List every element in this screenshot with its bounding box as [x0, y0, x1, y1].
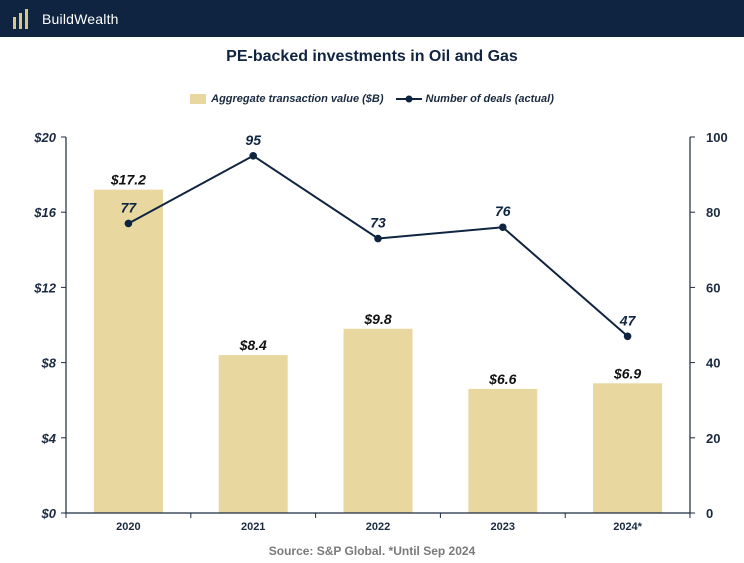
- legend-label-bars: Aggregate transaction value ($B): [211, 93, 384, 105]
- bar-data-label: $6.9: [613, 365, 641, 381]
- brand-name: BuildWealth: [42, 10, 119, 27]
- bar-data-label: $9.8: [363, 311, 391, 327]
- y-left-tick-label: $16: [33, 205, 56, 220]
- legend-swatch-line: [395, 95, 422, 103]
- brand-header: BuildWealth: [0, 0, 744, 37]
- bars-logo-icon: [13, 8, 28, 29]
- bar-data-label: $17.2: [110, 172, 146, 188]
- deals-point: [124, 219, 133, 228]
- y-left-tick-label: $0: [41, 506, 57, 521]
- y-right-tick-label: 60: [706, 280, 720, 295]
- x-tick-label: 2023: [491, 521, 515, 533]
- deals-point: [499, 223, 507, 232]
- x-tick-label: 2022: [366, 521, 390, 533]
- x-tick-label: 2020: [116, 521, 140, 533]
- deals-data-label: 47: [619, 312, 637, 328]
- y-left-tick-label: $4: [41, 431, 57, 446]
- chart-title: PE-backed investments in Oil and Gas: [226, 48, 518, 65]
- deals-data-label: 77: [121, 199, 138, 215]
- x-tick-label: 2024*: [613, 521, 642, 533]
- x-tick-label: 2021: [241, 521, 265, 533]
- y-left-tick-label: $20: [33, 130, 56, 145]
- bar: [218, 355, 288, 513]
- deals-point: [249, 152, 257, 160]
- deals-point: [374, 234, 382, 243]
- bar-data-label: $6.6: [488, 371, 516, 387]
- legend-label-line: Number of deals (actual): [425, 93, 554, 105]
- legend-swatch-bar: [190, 94, 207, 104]
- chart-legend: Aggregate transaction value ($B) Number …: [0, 93, 744, 105]
- deals-data-label: 95: [245, 132, 261, 148]
- y-right-tick-label: 0: [706, 506, 713, 521]
- deals-data-label: 76: [495, 203, 511, 219]
- legend-item-line: Number of deals (actual): [395, 93, 554, 105]
- bar: [343, 328, 413, 513]
- y-right-tick-label: 100: [706, 130, 728, 145]
- deals-line: [127, 154, 629, 338]
- source-note: Source: S&P Global. *Until Sep 2024: [268, 544, 476, 558]
- bar: [593, 383, 663, 513]
- bar-data-label: $8.4: [239, 337, 267, 353]
- y-left-tick-label: $8: [41, 356, 57, 371]
- bar: [93, 189, 163, 513]
- y-right-tick-label: 20: [706, 431, 720, 446]
- y-right-tick-label: 80: [706, 205, 720, 220]
- deals-point: [623, 332, 632, 341]
- y-left-tick-label: $12: [33, 280, 56, 295]
- y-right-tick-label: 40: [706, 356, 720, 371]
- deals-data-label: 73: [370, 215, 386, 231]
- legend-item-bars: Aggregate transaction value ($B): [190, 93, 384, 105]
- bar: [468, 388, 538, 513]
